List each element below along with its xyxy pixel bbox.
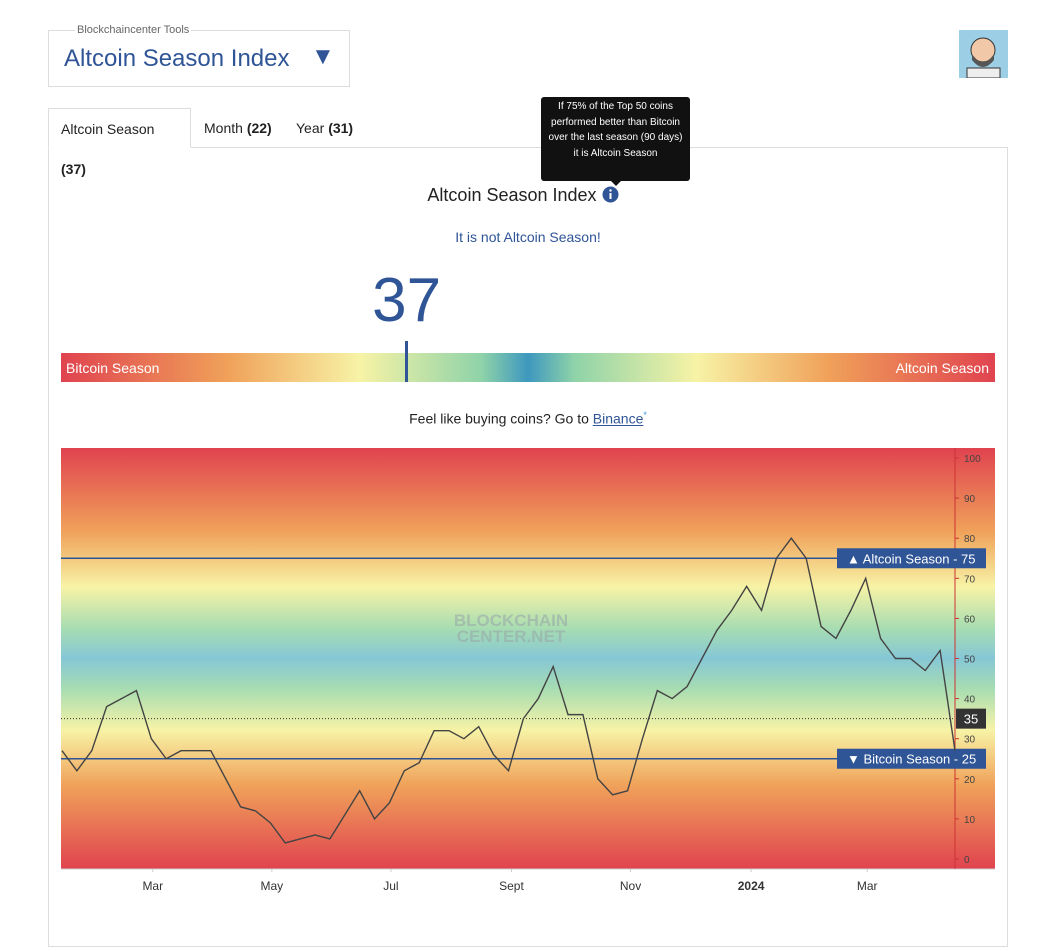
y-tick-label: 10 <box>964 815 976 826</box>
y-tick-label: 40 <box>964 695 976 706</box>
tab-count: (22) <box>246 120 272 136</box>
threshold-box <box>837 548 986 569</box>
gauge-left-label: Bitcoin Season <box>66 360 160 376</box>
tool-title: Altcoin Season Index <box>64 45 290 72</box>
y-tick-label: 80 <box>964 534 976 545</box>
y-tick-label: 70 <box>964 574 976 585</box>
x-tick-label: Jul <box>383 879 398 893</box>
tool-selector[interactable]: Blockchaincenter Tools Altcoin Season In… <box>48 24 350 87</box>
threshold-label: ▼ Bitcoin Season - 25 <box>847 752 976 767</box>
tab-label: Month <box>204 120 243 136</box>
x-tick-label: Sept <box>499 879 524 893</box>
threshold-box <box>837 748 986 769</box>
chart: BLOCKCHAIN CENTER.NET 0 10 20 30 40 50 60 70 80 90 1… <box>61 448 995 893</box>
promo: Feel like buying coins? Go to Binance* <box>0 410 1046 427</box>
y-tick-label: 0 <box>964 855 970 866</box>
gauge-marker <box>405 341 409 382</box>
y-tick-label: 30 <box>964 735 976 746</box>
y-tick-label: 90 <box>964 494 976 505</box>
tooltip: If 75% of the Top 50 coins performed bet… <box>541 97 690 186</box>
tab[interactable]: Altcoin Season (37) <box>48 108 191 177</box>
gauge: Bitcoin Season Altcoin Season <box>61 341 995 382</box>
x-tick-label: Nov <box>620 879 641 893</box>
x-tick-label: 2024 <box>738 879 765 893</box>
dropdown-icon[interactable]: ▼ <box>311 43 335 70</box>
tab[interactable]: Month (22) <box>192 108 284 148</box>
tab-count: (31) <box>328 120 354 136</box>
tab[interactable]: Year (31) <box>284 108 365 148</box>
tool-caption: Blockchaincenter Tools <box>75 24 192 36</box>
y-tick-label: 20 <box>964 775 976 786</box>
info-icon[interactable] <box>602 186 619 203</box>
index-heading: Altcoin Season Index <box>0 185 1046 206</box>
page: Blockchaincenter Tools Altcoin Season In… <box>0 24 1046 947</box>
y-tick-label: 50 <box>964 655 976 666</box>
tab-label: Altcoin Season <box>61 121 155 137</box>
index-value: 37 <box>372 266 442 335</box>
promo-text: Feel like buying coins? Go to <box>409 410 589 427</box>
tab-count: (37) <box>61 161 86 177</box>
x-tick-label: Mar <box>142 879 163 893</box>
watermark: BLOCKCHAIN CENTER.NET <box>454 611 568 646</box>
y-tick-label: 100 <box>964 454 981 465</box>
current-label: 35 <box>964 712 978 727</box>
watermark-line: CENTER.NET <box>457 627 566 646</box>
index-line <box>61 537 956 844</box>
chart-background <box>61 448 995 869</box>
promo-mark: * <box>643 410 647 420</box>
watermark-line: BLOCKCHAIN <box>454 611 568 630</box>
gauge-right-label: Altcoin Season <box>895 360 989 376</box>
avatar[interactable] <box>959 30 1008 78</box>
binance-link[interactable]: Binance <box>592 410 644 427</box>
index-title: Altcoin Season Index <box>427 185 597 205</box>
threshold-label: ▲ Altcoin Season - 75 <box>847 551 976 566</box>
tab-label: Year <box>296 120 325 136</box>
current-box <box>956 708 986 729</box>
y-tick-label: 60 <box>964 614 976 625</box>
x-tick-label: Mar <box>857 879 878 893</box>
x-tick-label: May <box>261 879 284 893</box>
index-status: It is not Altcoin Season! <box>455 229 601 245</box>
